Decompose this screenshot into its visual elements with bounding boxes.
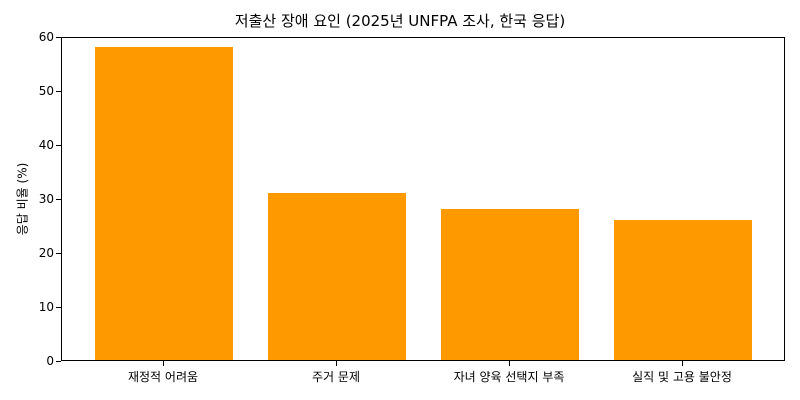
y-tick: [56, 199, 61, 200]
x-tick: [509, 361, 510, 366]
y-tick-label: 30: [38, 192, 54, 206]
x-tick-label: 주거 문제: [312, 370, 360, 384]
y-tick: [56, 91, 61, 92]
y-tick-label: 0: [46, 354, 54, 368]
x-tick: [682, 361, 683, 366]
y-tick-label: 10: [38, 300, 54, 314]
x-tick-label: 실직 및 고용 불안정: [632, 370, 732, 384]
bar: [614, 219, 752, 360]
y-tick-label: 60: [38, 30, 54, 44]
y-tick: [56, 361, 61, 362]
y-tick: [56, 253, 61, 254]
bar: [95, 46, 233, 360]
bar: [268, 192, 406, 360]
x-tick-label: 재정적 어려움: [127, 370, 199, 384]
x-tick: [163, 361, 164, 366]
bar: [441, 208, 579, 360]
y-tick: [56, 307, 61, 308]
x-tick-label: 자녀 양육 선택지 부족: [453, 370, 565, 384]
plot-area: [61, 37, 785, 361]
chart-title: 저출산 장애 요인 (2025년 UNFPA 조사, 한국 응답): [234, 12, 566, 30]
y-tick-label: 20: [38, 246, 54, 260]
x-tick: [336, 361, 337, 366]
y-tick: [56, 145, 61, 146]
y-axis-label: 응답 비율 (%): [15, 162, 30, 236]
y-tick-label: 50: [38, 84, 54, 98]
y-tick: [56, 37, 61, 38]
y-tick-label: 40: [38, 138, 54, 152]
